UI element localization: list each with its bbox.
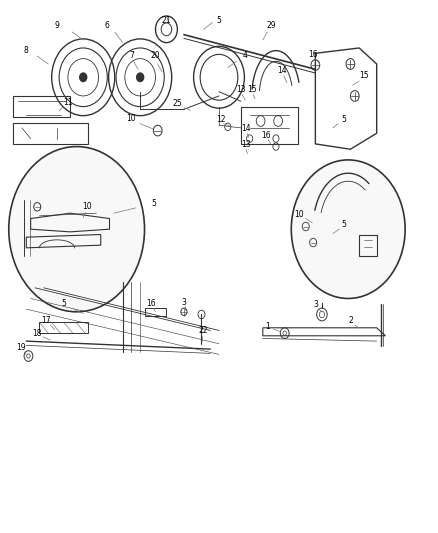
Text: 6: 6 [105,21,110,29]
Text: 20: 20 [151,52,160,60]
Text: 13: 13 [241,141,251,149]
Text: 15: 15 [247,85,257,94]
Text: 5: 5 [341,116,346,124]
Text: 14: 14 [241,125,251,133]
Text: 5: 5 [216,16,222,25]
Text: 4: 4 [243,52,248,60]
Text: 3: 3 [313,301,318,309]
Text: 17: 17 [41,317,51,325]
Text: 25: 25 [173,100,182,108]
Text: 5: 5 [341,221,346,229]
Circle shape [80,73,87,82]
Text: 15: 15 [359,71,368,80]
Text: 9: 9 [54,21,60,29]
Circle shape [137,73,144,82]
Text: 22: 22 [199,326,208,335]
Text: 19: 19 [16,343,26,352]
Text: 16: 16 [261,132,271,140]
Text: 16: 16 [308,50,318,59]
Text: 5: 5 [61,300,66,308]
Text: 10: 10 [82,203,92,211]
Text: 3: 3 [181,298,187,307]
Text: 12: 12 [216,116,226,124]
Text: 18: 18 [32,329,42,337]
Text: 5: 5 [151,199,156,208]
Text: 7: 7 [129,52,134,60]
Text: 10: 10 [127,114,136,123]
Text: 13: 13 [236,85,246,94]
Circle shape [291,160,405,298]
Text: 29: 29 [267,21,276,29]
Text: 2: 2 [348,317,353,325]
Text: 16: 16 [146,300,156,308]
Text: 14: 14 [278,66,287,75]
Text: 10: 10 [294,210,304,219]
Text: 1: 1 [266,322,270,330]
Text: 21: 21 [162,16,171,25]
Text: 8: 8 [24,46,28,55]
Circle shape [9,147,145,312]
Text: 11: 11 [63,98,73,107]
